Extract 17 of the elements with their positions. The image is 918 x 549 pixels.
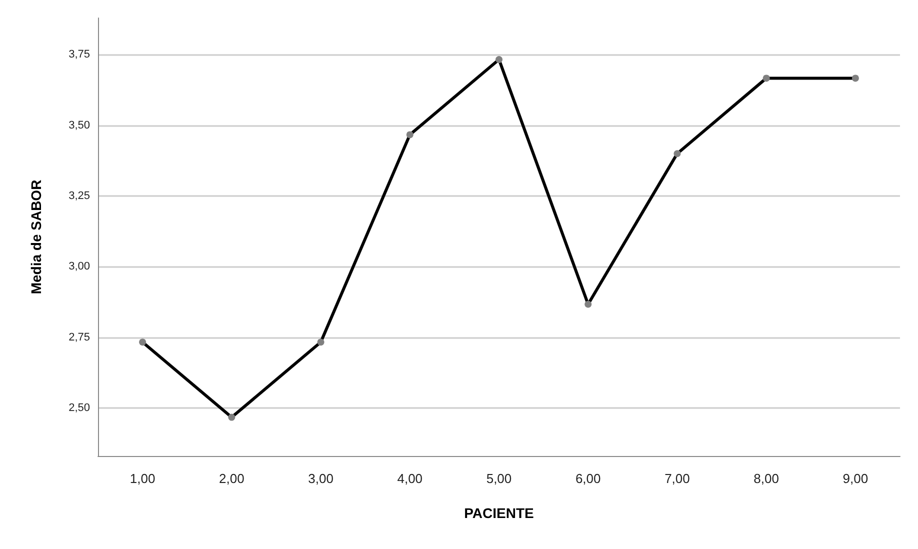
x-tick-label: 8,00 [754,471,779,486]
x-tick-label: 7,00 [664,471,690,486]
x-axis-title: PACIENTE [464,505,534,521]
y-tick-label: 2,50 [68,402,90,414]
y-tick-label: 3,25 [68,190,90,202]
y-tick-label: 3,75 [68,48,90,61]
x-tick-label: 6,00 [575,471,601,486]
y-tick-label: 3,00 [68,260,90,273]
x-tick-label: 1,00 [130,471,156,486]
y-tick-label: 2,75 [68,331,90,344]
x-tick-label: 3,00 [308,471,334,486]
x-tick-label: 9,00 [842,471,868,486]
y-tick-label: 3,50 [68,119,90,132]
x-tick-label: 5,00 [486,471,512,486]
y-axis-title: Media de SABOR [28,180,44,294]
x-tick-label: 4,00 [397,471,423,486]
x-tick-label: 2,00 [219,471,244,486]
